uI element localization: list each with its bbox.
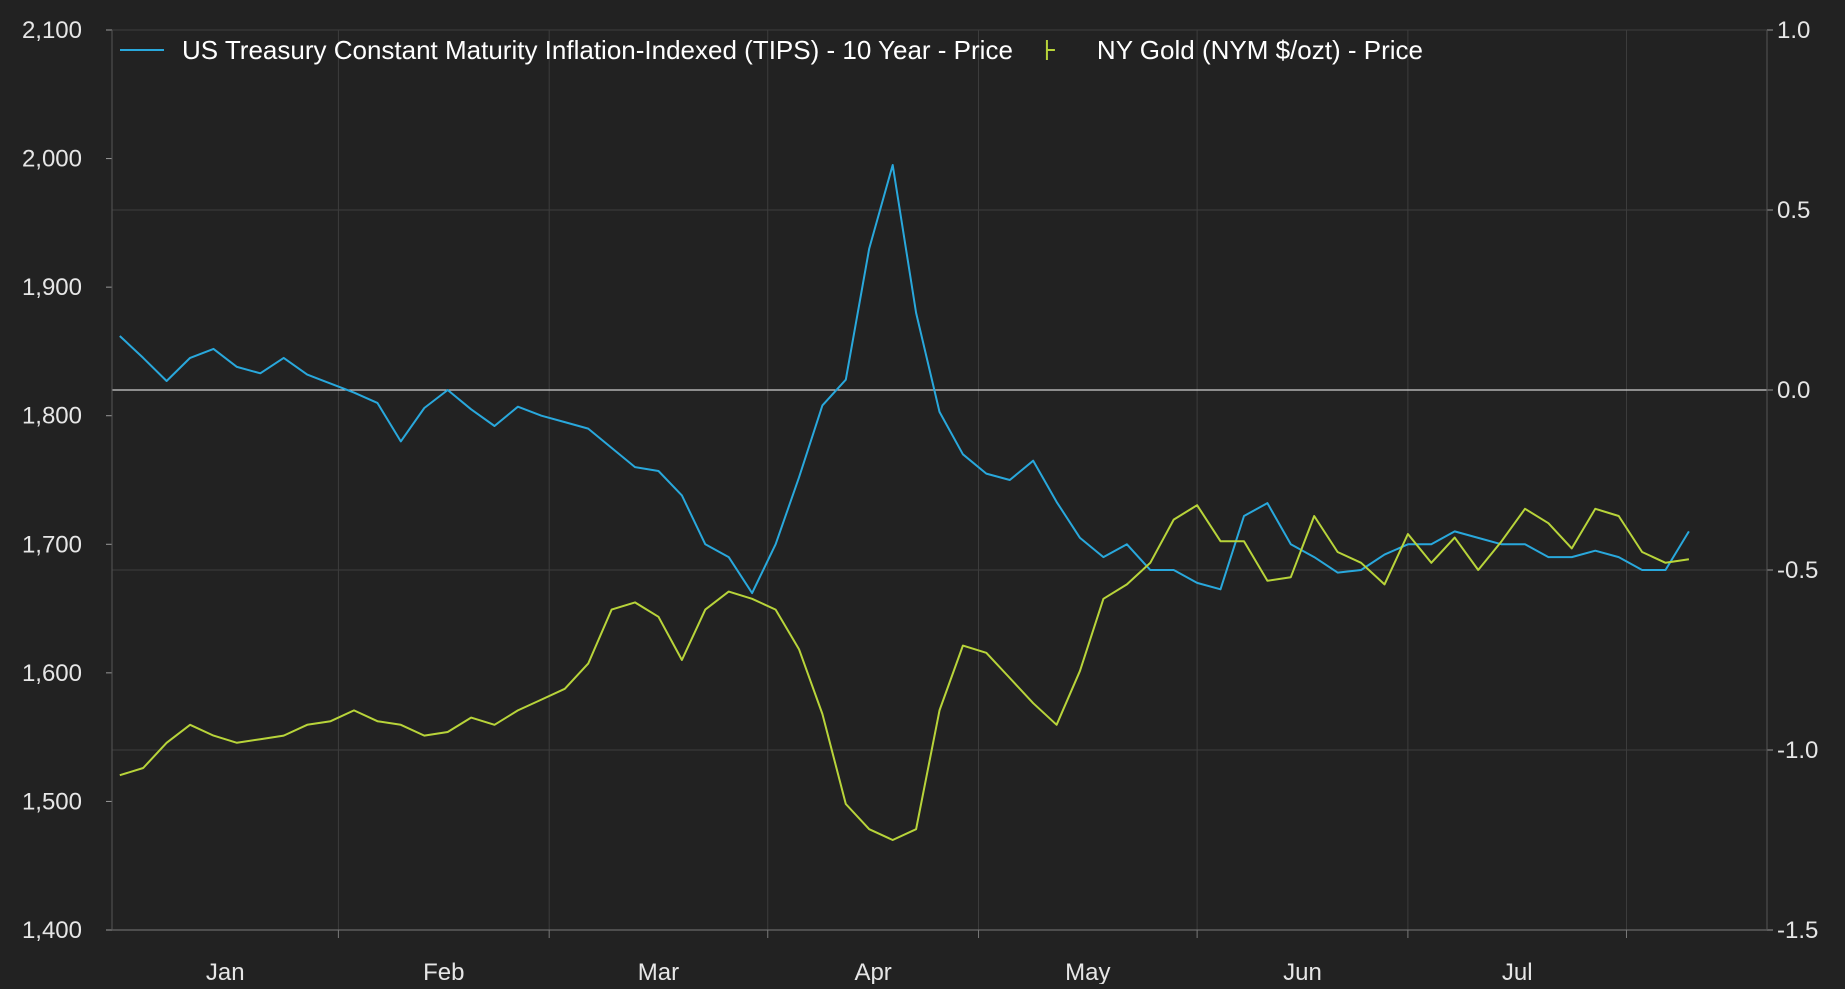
- x-tick-label-apr: Apr: [854, 959, 891, 984]
- left-tick-label-4: 1,800: [22, 403, 82, 430]
- right-tick-label-0: -1.5: [1777, 917, 1818, 944]
- series-line-0: [119, 164, 1690, 595]
- series-line-1: [119, 504, 1690, 841]
- left-tick-label-0: 1,400: [22, 917, 82, 944]
- right-tick-label-4: 0.5: [1777, 197, 1810, 224]
- series-layer: [119, 164, 1690, 841]
- axes: 1,400 1,500 1,600 1,700 1,800 1,900 2,000 2,100…: [22, 17, 1818, 986]
- x-tick-label-feb: Feb: [423, 959, 464, 984]
- x-tick-label-jan: Jan: [206, 959, 245, 984]
- legend-label-0: US Treasury Constant Maturity Inflation-…: [182, 35, 1013, 65]
- right-tick-label-2: -0.5: [1777, 557, 1818, 584]
- legend: US Treasury Constant Maturity Inflation-…: [120, 35, 1423, 65]
- x-tick-label-mar: Mar: [638, 959, 679, 984]
- x-tick-label-jul: Jul: [1502, 959, 1533, 984]
- left-tick-label-7: 2,100: [22, 17, 82, 44]
- right-tick-label-5: 1.0: [1777, 17, 1810, 44]
- right-tick-label-1: -1.0: [1777, 737, 1818, 764]
- left-tick-label-3: 1,700: [22, 531, 82, 558]
- gridlines: [112, 29, 1767, 931]
- legend-label-1: NY Gold (NYM $/ozt) - Price: [1097, 35, 1423, 65]
- x-tick-label-jun: Jun: [1283, 959, 1322, 984]
- x-tick-label-may: May: [1065, 959, 1110, 984]
- left-tick-label-6: 2,000: [22, 146, 82, 173]
- right-tick-label-3: 0.0: [1777, 377, 1810, 404]
- left-tick-label-1: 1,500: [22, 788, 82, 815]
- left-tick-label-5: 1,900: [22, 274, 82, 301]
- left-tick-label-2: 1,600: [22, 660, 82, 687]
